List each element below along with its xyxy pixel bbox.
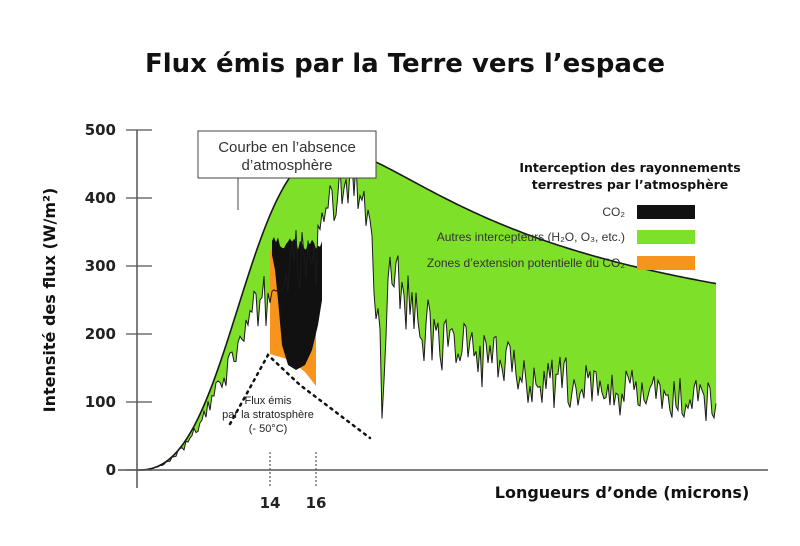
no-atmosphere-label-line2: d’atmosphère <box>242 157 333 174</box>
chart-title: Flux émis par la Terre vers l’espace <box>145 49 665 79</box>
no-atmosphere-label-line1: Courbe en l’absence <box>218 139 356 156</box>
y-tick-label: 300 <box>85 257 116 275</box>
y-tick-label: 100 <box>85 393 116 411</box>
legend-title-line1: Interception des rayonnements <box>519 160 740 175</box>
stratosphere-curve <box>228 352 372 440</box>
y-tick-label: 200 <box>85 325 116 343</box>
y-tick-label: 0 <box>106 461 116 479</box>
y-ticks: 0 100 200 300 400 500 <box>85 121 152 479</box>
legend-item-label: CO₂ <box>602 205 625 219</box>
strat-label-line2: par la stratosphère <box>222 409 314 421</box>
legend-item-label: Zones d’extension potentielle du CO₂ <box>427 256 625 270</box>
curve-no-atmosphere <box>137 148 717 471</box>
x-tick-label: 16 <box>306 494 327 512</box>
strat-label-line3: (- 50°C) <box>249 423 288 435</box>
x-axis-label: Longueurs d’onde (microns) <box>495 483 750 502</box>
y-axis-label: Intensité des flux (W/m²) <box>40 188 59 413</box>
legend-swatch <box>637 205 695 219</box>
legend: CO₂ Autres intercepteurs (H₂O, O₃, etc.) Z… <box>427 205 695 270</box>
no-atmosphere-box <box>197 130 377 179</box>
co2-area <box>272 237 322 370</box>
y-tick-label: 500 <box>85 121 116 139</box>
x-ticks: 14 16 <box>260 452 327 512</box>
legend-swatch <box>637 256 695 270</box>
legend-swatch <box>637 230 695 244</box>
curve-observed-flux <box>137 160 717 471</box>
plot-area <box>137 148 717 471</box>
legend-item-label: Autres intercepteurs (H₂O, O₃, etc.) <box>437 230 625 244</box>
strat-label-line1: Flux émis <box>244 395 292 407</box>
legend-title-line2: terrestres par l’atmosphère <box>532 177 728 192</box>
y-tick-label: 400 <box>85 189 116 207</box>
x-tick-label: 14 <box>260 494 281 512</box>
